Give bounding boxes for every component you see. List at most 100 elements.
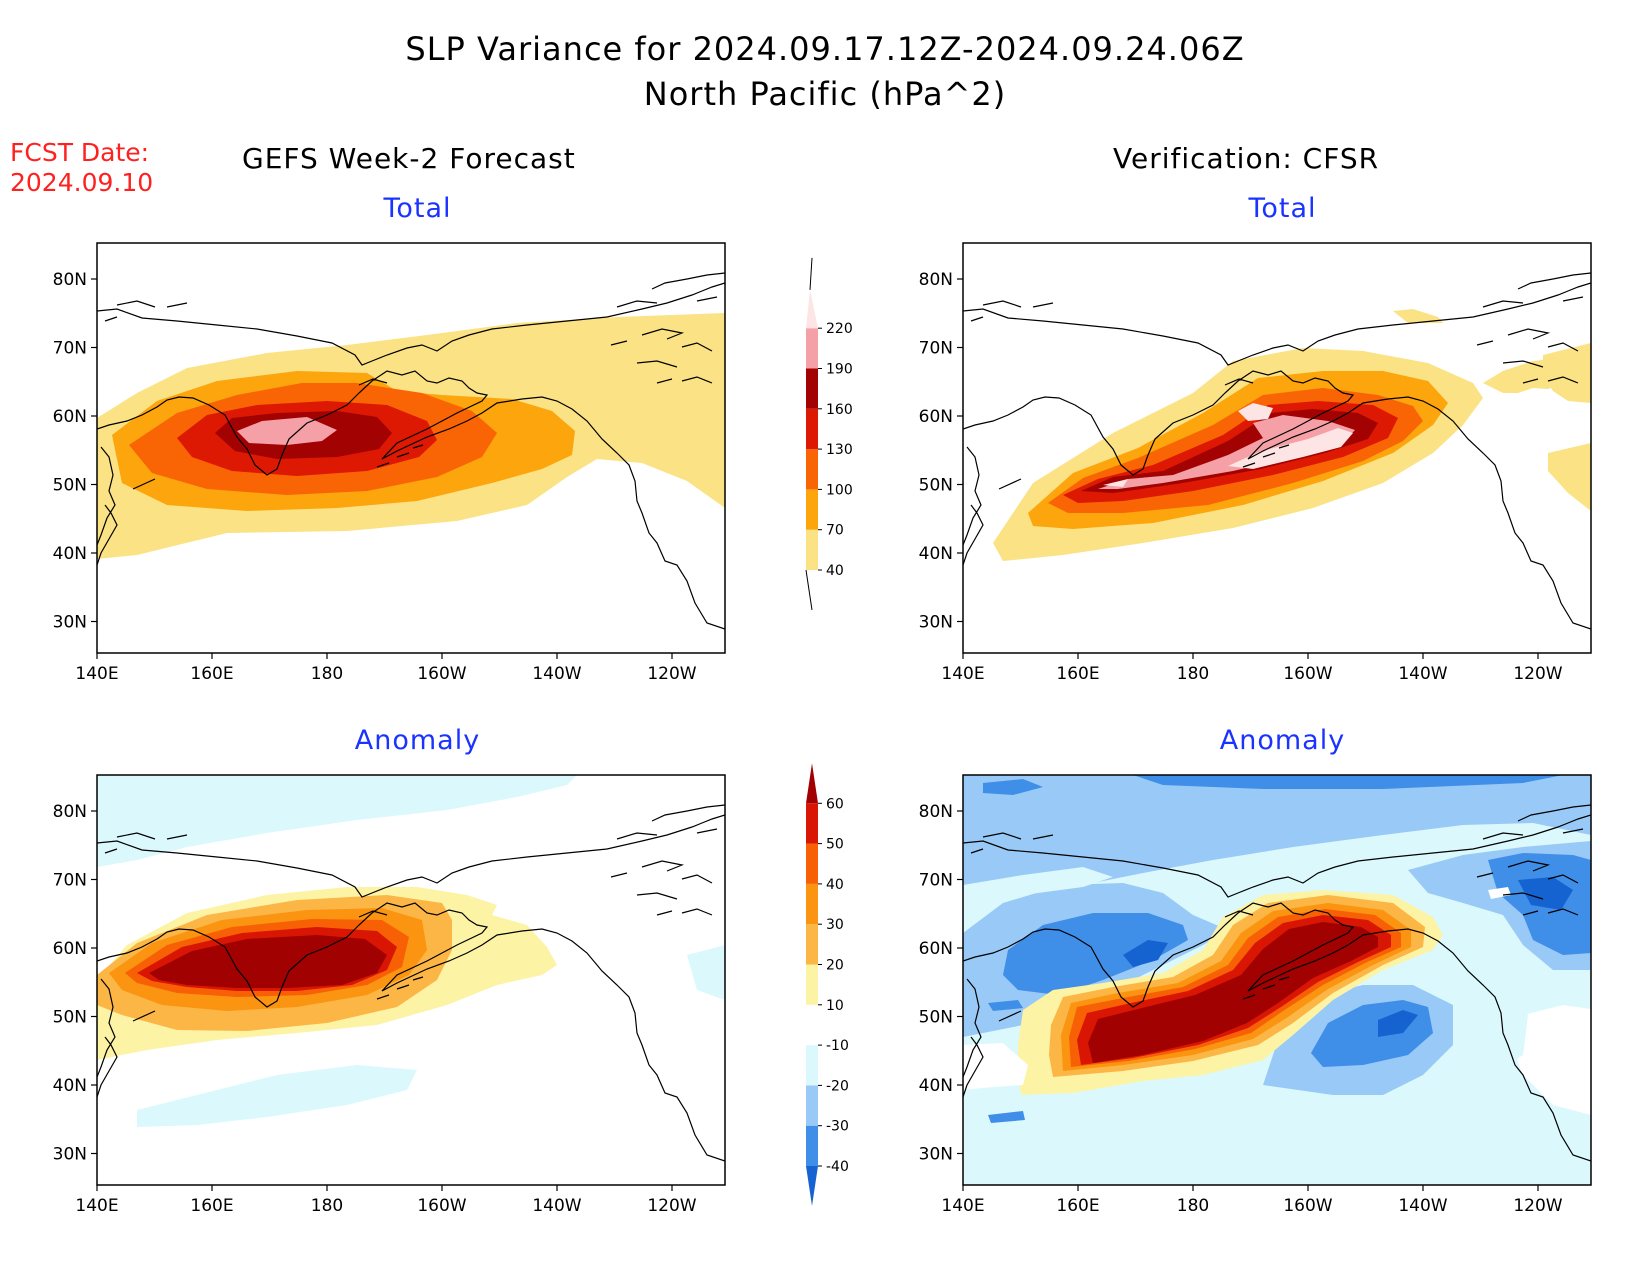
contour-fill-gefs-anomaly xyxy=(97,775,725,1127)
colorbar-segment xyxy=(806,408,818,450)
map-panel-gefs-anomaly xyxy=(96,774,726,1186)
colorbar-label: 30 xyxy=(826,917,844,933)
contour-fill-cfsr-total xyxy=(993,309,1591,561)
colorbar-segment xyxy=(806,489,818,530)
lon-tick-label: 160W xyxy=(1283,1196,1332,1216)
colorbar-segment xyxy=(806,1125,818,1166)
forecast-date-value: 2024.09.10 xyxy=(10,168,154,197)
colorbar-arrow-bottom xyxy=(806,1166,818,1206)
lon-tick-label: 140E xyxy=(75,1196,118,1216)
colorbar-label: 20 xyxy=(826,958,844,974)
colorbar-label: 220 xyxy=(826,321,853,337)
colorbar-segment xyxy=(806,529,818,570)
lat-tick-label: 50N xyxy=(53,1008,87,1028)
colorbar-segment xyxy=(806,924,818,965)
lon-tick-label: 160W xyxy=(1283,664,1332,684)
lon-tick-label: 160E xyxy=(1056,1196,1099,1216)
colorbar-label: -10 xyxy=(826,1038,849,1054)
lat-tick-label: 80N xyxy=(919,802,953,822)
main-title: SLP Variance for 2024.09.17.12Z-2024.09.… xyxy=(405,30,1245,68)
lon-tick-label: 180 xyxy=(1177,664,1209,684)
colorbar-label: 50 xyxy=(826,837,844,853)
lat-tick-label: 70N xyxy=(53,871,87,891)
lon-tick-label: 120W xyxy=(647,1196,696,1216)
lon-tick-label: 140W xyxy=(532,664,581,684)
forecast-date-label: FCST Date: xyxy=(10,138,150,167)
lon-tick-label: 140W xyxy=(1398,1196,1447,1216)
panel-subtitle-gefs-anomaly: Anomaly xyxy=(354,725,481,756)
lon-tick-label: 160E xyxy=(190,664,233,684)
lat-tick-label: 50N xyxy=(53,476,87,496)
colorbar-label: 40 xyxy=(826,563,844,579)
colorbar-arrow-top xyxy=(806,763,818,804)
colorbar-label: 190 xyxy=(826,362,853,378)
colorbar-segment xyxy=(806,449,818,490)
lon-tick-label: 120W xyxy=(1513,1196,1562,1216)
colorbar-label: 130 xyxy=(826,442,853,458)
colorbar-segment xyxy=(806,368,818,409)
colorbar-label: 70 xyxy=(826,523,844,539)
lat-tick-label: 40N xyxy=(53,544,87,564)
lat-tick-label: 60N xyxy=(919,407,953,427)
lon-tick-label: 140E xyxy=(941,1196,984,1216)
lon-tick-label: 140E xyxy=(941,664,984,684)
colorbar-total: 40 70 100 130 160 190 220 xyxy=(805,257,853,611)
lat-tick-label: 30N xyxy=(53,613,87,633)
column-title-gefs: GEFS Week-2 Forecast xyxy=(242,142,576,175)
panel-subtitle-gefs-total: Total xyxy=(383,193,452,224)
lat-tick-label: 30N xyxy=(919,1145,953,1165)
lon-tick-label: 140W xyxy=(532,1196,581,1216)
lat-tick-label: 60N xyxy=(53,939,87,959)
lon-tick-label: 140W xyxy=(1398,664,1447,684)
map-panel-cfsr-total xyxy=(962,242,1592,654)
lat-tick-label: 40N xyxy=(53,1076,87,1096)
lat-tick-label: 60N xyxy=(919,939,953,959)
colorbar-segment xyxy=(806,883,818,925)
colorbar-tail xyxy=(805,569,813,611)
lat-tick-label: 70N xyxy=(919,339,953,359)
lat-tick-label: 60N xyxy=(53,407,87,427)
lat-tick-label: 50N xyxy=(919,1008,953,1028)
colorbar-segment xyxy=(806,328,818,369)
lat-tick-label: 40N xyxy=(919,544,953,564)
colorbar-segment xyxy=(806,803,818,844)
lon-tick-label: 180 xyxy=(1177,1196,1209,1216)
map-panel-gefs-total xyxy=(96,242,726,654)
colorbar-segment xyxy=(806,1004,818,1046)
colorbar-label: -40 xyxy=(826,1159,849,1175)
lat-tick-label: 30N xyxy=(53,1145,87,1165)
panel-subtitle-cfsr-total: Total xyxy=(1248,193,1317,224)
contour-fill-cfsr-anomaly xyxy=(963,775,1591,1123)
lon-tick-label: 160E xyxy=(1056,664,1099,684)
lon-tick-label: 120W xyxy=(1513,664,1562,684)
colorbar-segment xyxy=(806,289,818,329)
lat-tick-label: 70N xyxy=(53,339,87,359)
colorbar-label: 40 xyxy=(826,877,844,893)
lat-tick-label: 80N xyxy=(919,270,953,290)
lon-tick-label: 160E xyxy=(190,1196,233,1216)
lon-tick-label: 160W xyxy=(417,1196,466,1216)
lon-tick-label: 180 xyxy=(311,1196,343,1216)
lon-tick-label: 180 xyxy=(311,664,343,684)
colorbar-label: 100 xyxy=(826,482,853,498)
panel-subtitle-cfsr-anomaly: Anomaly xyxy=(1219,725,1346,756)
lon-tick-label: 140E xyxy=(75,664,118,684)
map-panel-cfsr-anomaly xyxy=(962,774,1592,1186)
colorbar-anomaly: -40 -30 -20 -10 10 20 30 40 50 60 xyxy=(806,763,849,1206)
colorbar-label: 10 xyxy=(826,998,844,1014)
lat-tick-label: 40N xyxy=(919,1076,953,1096)
lat-tick-label: 50N xyxy=(919,476,953,496)
column-title-cfsr: Verification: CFSR xyxy=(1113,142,1380,175)
colorbar-label: -20 xyxy=(826,1078,849,1094)
colorbar-segment xyxy=(806,1045,818,1086)
lat-tick-label: 70N xyxy=(919,871,953,891)
lat-tick-label: 80N xyxy=(53,802,87,822)
colorbar-label: -30 xyxy=(826,1119,849,1135)
main-subtitle: North Pacific (hPa^2) xyxy=(643,75,1007,113)
lon-tick-label: 120W xyxy=(647,664,696,684)
colorbar-segment xyxy=(806,964,818,1005)
colorbar-segment xyxy=(806,843,818,884)
lon-tick-label: 160W xyxy=(417,664,466,684)
colorbar-segment xyxy=(806,1085,818,1126)
